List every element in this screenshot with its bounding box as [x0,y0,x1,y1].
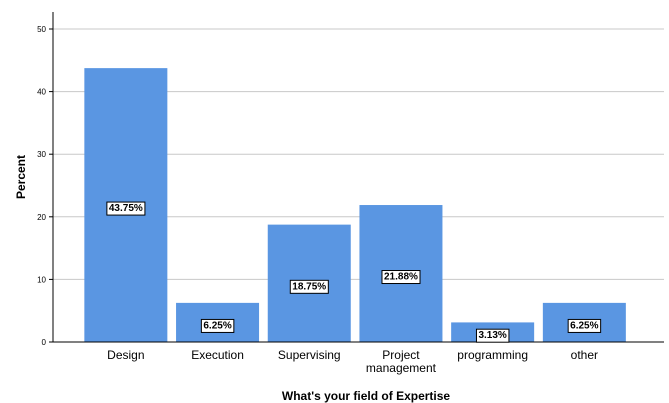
y-axis-title: Percent [14,155,28,199]
y-tick-labels: 0 10 20 30 40 50 [37,25,53,347]
data-label: 6.25% [567,318,602,333]
data-label: 43.75% [106,201,146,216]
svg-text:21.88%: 21.88% [384,272,418,283]
x-tick-label: Supervising [278,348,341,362]
bars [84,68,626,342]
x-tick-label: Design [107,348,144,362]
y-tick-label: 20 [37,213,46,222]
y-tick-label: 30 [37,150,46,159]
y-tick-label: 0 [42,338,47,347]
svg-text:6.25%: 6.25% [570,320,598,331]
axes [52,12,664,343]
x-tick-label: Project management [366,348,437,375]
data-label: 3.13% [475,328,510,343]
svg-text:43.75%: 43.75% [109,203,143,214]
x-tick-labels: Design Execution Supervising Project managem… [107,348,598,375]
svg-text:18.75%: 18.75% [292,281,326,292]
x-axis-title: What's your field of Expertise [282,389,451,403]
svg-text:3.13%: 3.13% [478,330,506,341]
y-tick-label: 50 [37,25,46,34]
data-label: 6.25% [200,318,235,333]
y-tick-label: 40 [37,88,46,97]
data-label: 18.75% [289,279,329,294]
x-tick-label: Execution [191,348,244,362]
data-labels: 43.75% 6.25% 18.75% 21.88% 3.13% 6.25% [106,201,602,343]
x-tick-label: other [571,348,598,362]
x-tick-label: programming [457,348,528,362]
svg-text:6.25%: 6.25% [203,320,231,331]
y-tick-label: 10 [37,275,46,284]
data-label: 21.88% [381,270,421,285]
